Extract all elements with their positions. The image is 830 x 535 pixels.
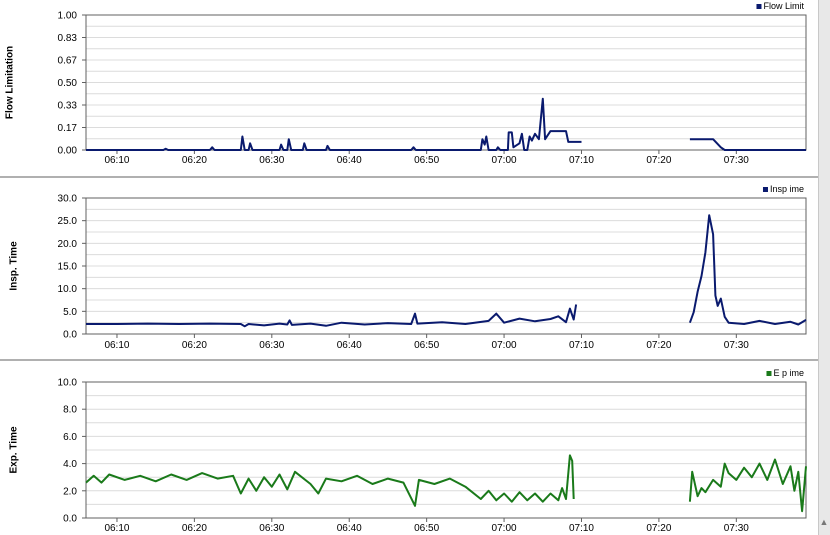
xtick-label-2: 06:20 [182,340,207,351]
xtick-label-2: 06:30 [259,340,284,351]
ytick-label-3: 10.0 [58,378,78,389]
xtick-label-3: 07:30 [724,523,749,534]
legend-swatch-2 [762,187,768,192]
series-line-1-1 [86,97,582,151]
xtick-label-3: 06:50 [414,523,439,534]
ytick-label-1: 0.83 [58,33,78,44]
ytick-label-2: 5.0 [63,307,77,318]
series-line-2-1 [86,304,578,328]
xtick-label-1: 07:10 [569,155,594,166]
xtick-label-1: 06:40 [337,155,362,166]
xtick-label-2: 06:40 [337,340,362,351]
ytick-label-3: 8.0 [63,405,77,416]
y-axis-label-1: Flow Limitation [5,46,16,119]
ytick-label-1: 0.50 [58,78,78,89]
legend-label-3: E p ime [773,368,804,378]
xtick-label-3: 07:10 [569,523,594,534]
xtick-label-2: 07:20 [646,340,671,351]
xtick-label-3: 07:20 [646,523,671,534]
legend-swatch-1 [756,4,762,9]
series-line-2-2 [688,214,807,326]
xtick-label-3: 07:00 [492,523,517,534]
xtick-label-2: 07:30 [724,340,749,351]
xtick-label-1: 07:30 [724,155,749,166]
xtick-label-1: 07:00 [492,155,517,166]
xtick-label-2: 06:50 [414,340,439,351]
legend-swatch-3 [766,371,772,376]
legend-label-2: Insp ime [770,184,804,194]
ytick-label-1: 0.67 [58,56,78,67]
ytick-label-2: 30.0 [58,194,78,205]
ytick-label-3: 0.0 [63,514,77,525]
series-line-1-2 [689,138,806,151]
ytick-label-1: 0.33 [58,101,78,112]
xtick-label-3: 06:10 [104,523,129,534]
y-axis-label-2: Insp. Time [9,241,20,291]
ytick-label-2: 10.0 [58,284,78,295]
legend-label-1: Flow Limit [763,1,804,11]
arrow-up-icon[interactable]: ▲ [819,517,829,527]
xtick-label-1: 06:10 [104,155,129,166]
y-axis-label-3: Exp. Time [9,426,20,473]
ytick-label-2: 20.0 [58,239,78,250]
xtick-label-2: 07:10 [569,340,594,351]
ytick-label-2: 0.0 [63,330,77,341]
xtick-label-1: 07:20 [646,155,671,166]
ytick-label-2: 15.0 [58,262,78,273]
series-line-3-2 [688,458,807,513]
ytick-label-3: 4.0 [63,459,77,470]
xtick-label-2: 07:00 [492,340,517,351]
plot-frame-3 [85,381,807,519]
xtick-label-1: 06:50 [414,155,439,166]
ytick-label-3: 2.0 [63,486,77,497]
ytick-label-2: 25.0 [58,216,78,227]
series-line-3-1 [85,454,575,507]
xtick-label-1: 06:30 [259,155,284,166]
ytick-label-1: 0.00 [58,146,78,157]
xtick-label-2: 06:10 [104,340,129,351]
ytick-label-3: 6.0 [63,432,77,443]
xtick-label-3: 06:20 [182,523,207,534]
xtick-label-3: 06:40 [337,523,362,534]
ytick-label-1: 1.00 [58,11,78,22]
vertical-scrollbar[interactable] [818,0,830,535]
xtick-label-3: 06:30 [259,523,284,534]
xtick-label-1: 06:20 [182,155,207,166]
ytick-label-1: 0.17 [58,123,78,134]
